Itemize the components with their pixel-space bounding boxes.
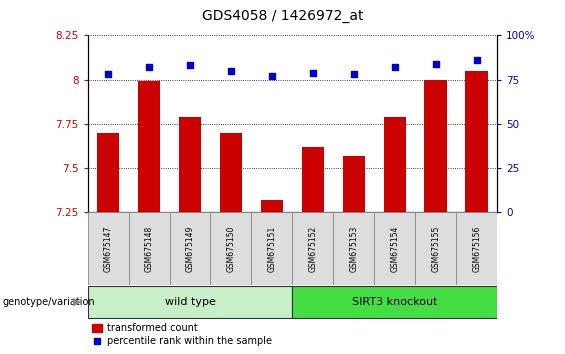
- Bar: [457, 212, 497, 285]
- Text: genotype/variation: genotype/variation: [3, 297, 95, 307]
- Bar: [293, 212, 333, 285]
- Legend: transformed count, percentile rank within the sample: transformed count, percentile rank withi…: [93, 324, 272, 346]
- Text: GSM675153: GSM675153: [349, 225, 358, 272]
- Text: GSM675154: GSM675154: [390, 225, 399, 272]
- Bar: [374, 212, 415, 285]
- Bar: [415, 212, 457, 285]
- Point: [267, 73, 276, 79]
- Point: [227, 68, 236, 74]
- Bar: [342, 156, 365, 212]
- Bar: [129, 212, 170, 285]
- Bar: [251, 212, 293, 285]
- Bar: [424, 80, 447, 212]
- Point: [103, 72, 112, 77]
- Bar: [138, 81, 160, 212]
- Text: GSM675148: GSM675148: [145, 225, 154, 272]
- Bar: [88, 212, 129, 285]
- Point: [390, 64, 399, 70]
- Text: GSM675151: GSM675151: [267, 225, 276, 272]
- Text: SIRT3 knockout: SIRT3 knockout: [352, 297, 437, 307]
- Text: GDS4058 / 1426972_at: GDS4058 / 1426972_at: [202, 9, 363, 23]
- Text: GSM675152: GSM675152: [308, 225, 318, 272]
- Text: GSM675150: GSM675150: [227, 225, 236, 272]
- Text: GSM675147: GSM675147: [103, 225, 112, 272]
- Point: [431, 61, 440, 67]
- Bar: [179, 117, 201, 212]
- Bar: [88, 286, 293, 318]
- Text: GSM675156: GSM675156: [472, 225, 481, 272]
- Bar: [260, 200, 283, 212]
- Point: [145, 64, 154, 70]
- Bar: [220, 133, 242, 212]
- Bar: [384, 117, 406, 212]
- Bar: [466, 71, 488, 212]
- Point: [472, 57, 481, 63]
- Bar: [333, 212, 374, 285]
- Text: wild type: wild type: [164, 297, 215, 307]
- Bar: [211, 212, 251, 285]
- Text: GSM675149: GSM675149: [185, 225, 194, 272]
- Text: ▶: ▶: [73, 297, 82, 307]
- Bar: [293, 286, 497, 318]
- Point: [308, 70, 318, 75]
- Bar: [302, 147, 324, 212]
- Text: GSM675155: GSM675155: [431, 225, 440, 272]
- Point: [185, 63, 194, 68]
- Bar: [97, 133, 119, 212]
- Bar: [170, 212, 210, 285]
- Point: [349, 72, 358, 77]
